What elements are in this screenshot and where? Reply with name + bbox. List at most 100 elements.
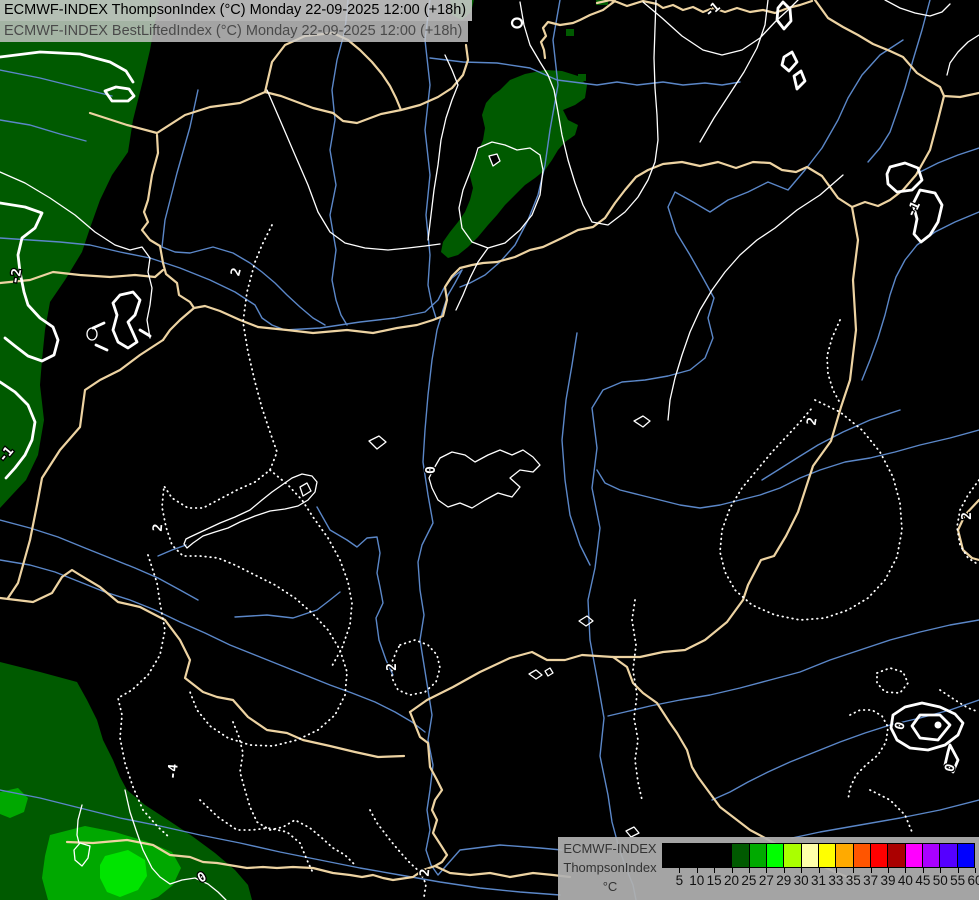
- border-hungary-croatia: [0, 568, 406, 759]
- title-thompson-index: ECMWF-INDEX ThompsonIndex (°C) Monday 22…: [0, 0, 473, 21]
- river-maros: [607, 619, 979, 717]
- legend-tick-mark: [783, 868, 785, 873]
- legend-tick-mark: [888, 868, 890, 873]
- contour-eye-outer: [889, 701, 965, 752]
- legend-color-cell: [680, 844, 698, 867]
- legend-tick-label: 27: [758, 873, 774, 888]
- legend-tick-mark: [905, 868, 907, 873]
- legend-tick-label: 35: [845, 873, 861, 888]
- legend-tick-label: 37: [863, 873, 879, 888]
- legend-tick-label: 15: [706, 873, 722, 888]
- legend-title: ECMWF-INDEX ThompsonIndex °C: [558, 839, 662, 896]
- contour-value-label: -4: [165, 763, 181, 780]
- legend-colorbar: [662, 843, 975, 868]
- legend-tick-mark: [731, 868, 733, 873]
- legend-color-cell: [940, 844, 958, 867]
- border-hungary-romania: [611, 205, 860, 659]
- legend-tick-label: 5: [675, 873, 684, 888]
- legend-color-cell: [784, 844, 802, 867]
- border-hungary-serbia: [408, 650, 615, 714]
- contour-value-label: 2: [418, 868, 434, 877]
- legend-tick-label: 20: [724, 873, 740, 888]
- legend-color-cell: [870, 844, 889, 867]
- border-danube-section: [256, 260, 499, 335]
- river-tisza: [587, 39, 904, 900]
- legend-tick-label: 40: [897, 873, 913, 888]
- legend-color-cell: [801, 844, 819, 867]
- legend-tick-mark: [748, 868, 750, 873]
- legend-tick-mark: [922, 868, 924, 873]
- legend-tick-mark: [818, 868, 820, 873]
- contour-zero-loop: [428, 449, 541, 509]
- legend-tick-label: 30: [793, 873, 809, 888]
- legend: ECMWF-INDEX ThompsonIndex °C 5 10 15 20 25 27…: [558, 837, 979, 900]
- contour-value-label: -2: [8, 267, 25, 285]
- legend-color-cell: [732, 844, 750, 867]
- legend-tick-mark: [801, 868, 803, 873]
- legend-tick-label: 55: [950, 873, 966, 888]
- legend-tick-mark: [696, 868, 698, 873]
- legend-color-cell: [818, 844, 837, 867]
- contour-value-label: 0: [424, 466, 439, 474]
- legend-tick-mark: [766, 868, 768, 873]
- river-drava: [0, 559, 426, 733]
- legend-tick-label: 60: [967, 873, 979, 888]
- legend-tick-label: 10: [689, 873, 705, 888]
- legend-tick-mark: [940, 868, 942, 873]
- legend-title-line2: ThompsonIndex: [563, 860, 657, 875]
- river-sio: [316, 506, 394, 676]
- legend-tick-mark: [679, 868, 681, 873]
- legend-tick-label: 39: [880, 873, 896, 888]
- river-ipoly: [459, 0, 561, 288]
- contour-solid-thick-layer: [0, 0, 965, 774]
- border-hungary-slovakia: [495, 160, 854, 264]
- legend-tick-mark: [714, 868, 716, 873]
- river-danube-west: [0, 237, 463, 331]
- legend-tick-label: 33: [828, 873, 844, 888]
- legend-tick-mark: [853, 868, 855, 873]
- river-danube-south: [417, 269, 563, 876]
- contour-value-label: 2: [960, 512, 975, 520]
- river-vah: [424, 0, 437, 319]
- legend-color-cell: [905, 844, 923, 867]
- river-raab: [161, 89, 326, 326]
- legend-color-cell: [922, 844, 941, 867]
- legend-color-cell: [836, 844, 854, 867]
- legend-tick-label: 50: [932, 873, 948, 888]
- legend-color-cell: [888, 844, 906, 867]
- title-best-lifted-index: ECMWF-INDEX BestLiftedIndex (°C) Monday …: [0, 21, 469, 42]
- legend-tick-label: 25: [741, 873, 757, 888]
- legend-tick-mark: [957, 868, 959, 873]
- contour-value-label: 2: [151, 523, 167, 532]
- green-fill-layer: [0, 0, 608, 900]
- legend-tick-mark: [870, 868, 872, 873]
- contour-dotted-layer: [117, 224, 979, 898]
- title-bar: ECMWF-INDEX ThompsonIndex (°C) Monday 22…: [0, 0, 473, 42]
- river-koros: [596, 429, 979, 509]
- legend-tick-label: 29: [776, 873, 792, 888]
- legend-color-cell: [749, 844, 767, 867]
- river-sava: [0, 789, 561, 896]
- legend-tick-label: 45: [915, 873, 931, 888]
- legend-unit: °C: [602, 879, 618, 894]
- legend-color-cell: [853, 844, 871, 867]
- legend-tick-mark: [835, 868, 837, 873]
- river-mura: [0, 519, 199, 601]
- legend-color-cell: [697, 844, 715, 867]
- legend-tick-mark: [975, 868, 976, 873]
- legend-color-cell: [663, 844, 681, 867]
- legend-color-cell: [957, 844, 974, 867]
- lake-balaton: [183, 473, 318, 549]
- legend-color-cell: [766, 844, 785, 867]
- contour-value-label: 2: [385, 663, 400, 671]
- legend-color-cell: [714, 844, 733, 867]
- river-morava: [329, 0, 349, 326]
- legend-title-line1: ECMWF-INDEX: [563, 841, 657, 856]
- legend-tick-label: 31: [810, 873, 827, 888]
